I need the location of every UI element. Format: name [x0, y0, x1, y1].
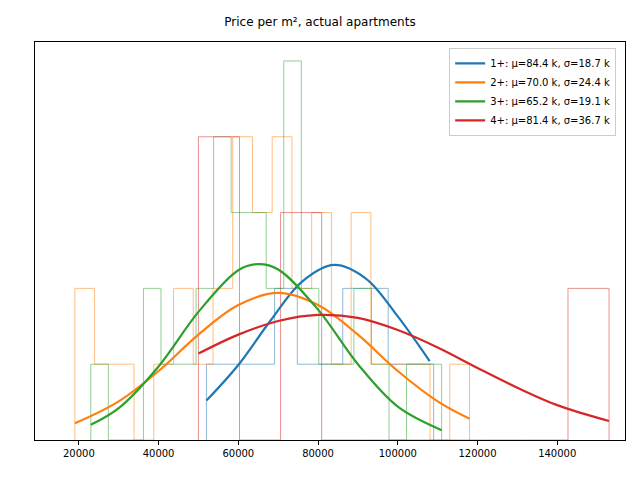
svg-text:120000: 120000	[458, 448, 496, 459]
svg-text:Price per m², actual apartment: Price per m², actual apartments	[224, 15, 415, 29]
svg-text:100000: 100000	[379, 448, 417, 459]
svg-text:4+: μ=81.4 k, σ=36.7 k: 4+: μ=81.4 k, σ=36.7 k	[490, 115, 610, 126]
svg-text:60000: 60000	[222, 448, 254, 459]
svg-text:20000: 20000	[63, 448, 95, 459]
svg-text:1+: μ=84.4 k, σ=18.7 k: 1+: μ=84.4 k, σ=18.7 k	[490, 58, 610, 69]
svg-text:3+: μ=65.2 k, σ=19.1 k: 3+: μ=65.2 k, σ=19.1 k	[490, 96, 610, 107]
svg-text:80000: 80000	[302, 448, 334, 459]
svg-text:140000: 140000	[538, 448, 576, 459]
svg-text:2+: μ=70.0 k, σ=24.4 k: 2+: μ=70.0 k, σ=24.4 k	[490, 77, 610, 88]
svg-text:40000: 40000	[143, 448, 175, 459]
